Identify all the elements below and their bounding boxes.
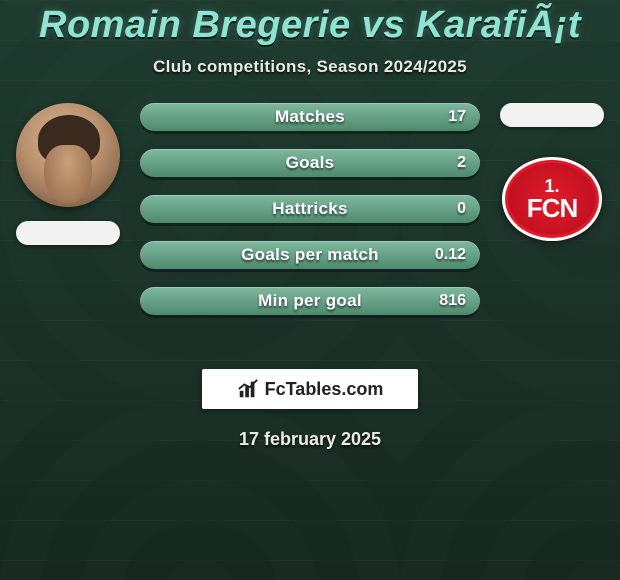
stat-value: 2 (457, 154, 466, 172)
stat-label: Matches (275, 107, 345, 127)
subtitle: Club competitions, Season 2024/2025 (153, 57, 467, 77)
player-right: 1. FCN (492, 157, 612, 241)
stat-rows: Matches 17 Goals 2 Hattricks 0 Goals per… (140, 103, 480, 315)
stat-label: Goals (286, 153, 335, 173)
stat-value: 0.12 (435, 246, 466, 264)
stat-label: Hattricks (272, 199, 347, 219)
stat-value: 17 (448, 108, 466, 126)
brand-text: FcTables.com (265, 379, 384, 400)
bar-chart-icon (237, 378, 259, 400)
card: Romain Bregerie vs KarafiÃ¡t Club compet… (0, 0, 620, 580)
right-stat-pill (500, 103, 604, 127)
stat-row: Min per goal 816 (140, 287, 480, 315)
stat-row: Matches 17 (140, 103, 480, 131)
club-badge: 1. FCN (502, 157, 602, 241)
brand-badge: FcTables.com (202, 369, 418, 409)
player-left (8, 103, 128, 245)
comparison-arena: 1. FCN Matches 17 Goals 2 Hattricks 0 Go… (0, 103, 620, 343)
stat-row: Goals 2 (140, 149, 480, 177)
left-stat-pill (16, 221, 120, 245)
date-text: 17 february 2025 (239, 429, 381, 450)
stat-value: 816 (439, 292, 466, 310)
stat-label: Goals per match (241, 245, 379, 265)
stat-value: 0 (457, 200, 466, 218)
player-photo (16, 103, 120, 207)
stat-label: Min per goal (258, 291, 362, 311)
stat-row: Goals per match 0.12 (140, 241, 480, 269)
club-badge-line2: FCN (527, 195, 577, 221)
page-title: Romain Bregerie vs KarafiÃ¡t (39, 4, 581, 47)
stat-row: Hattricks 0 (140, 195, 480, 223)
